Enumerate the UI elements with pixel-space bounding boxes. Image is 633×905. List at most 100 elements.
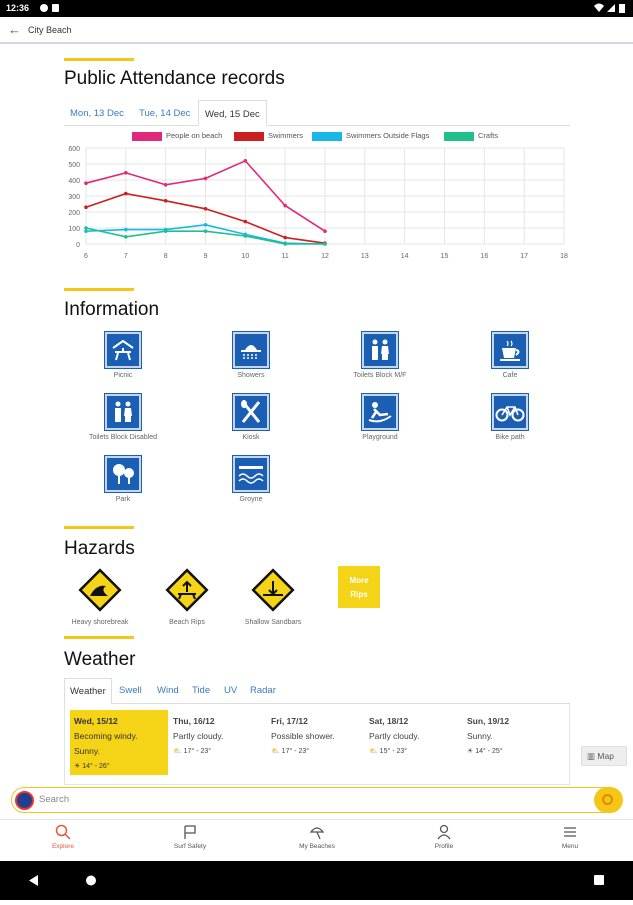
attendance-chart: 0 100 200 300 400 500 600 6 7 8 9 10 11 12 13 14 15 16 17 1… (68, 146, 568, 260)
info-item-toilets-disabled[interactable]: Toilets Block Disabled (68, 393, 178, 441)
day-desc: Sunny. (467, 731, 493, 741)
data-point (124, 171, 128, 175)
nav-label: Explore (51, 843, 75, 850)
more-rips-button[interactable]: More Rips (338, 566, 380, 608)
data-point (84, 205, 88, 209)
nav-label: Menu (561, 843, 579, 850)
nav-my-beaches[interactable]: My Beaches (262, 824, 372, 850)
info-item-groyne[interactable]: Groyne (196, 455, 306, 503)
partly-cloudy-icon: ⛅ (369, 748, 378, 755)
search-button[interactable] (594, 787, 622, 813)
nav-menu[interactable]: Menu (515, 824, 625, 850)
hazard-label: Heavy shorebreak (71, 619, 129, 626)
app-logo-icon (15, 791, 34, 810)
tab-date[interactable]: Mon, 13 Dec (70, 108, 124, 119)
legend-item[interactable]: People on beach (132, 131, 222, 141)
nav-surf-safety[interactable]: Surf Safety (135, 824, 245, 850)
data-point (84, 229, 88, 233)
scroll-content[interactable]: Public Attendance records Mon, 13 Dec Tu… (0, 44, 633, 785)
menu-icon (564, 827, 576, 837)
info-item-playground[interactable]: Playground (325, 393, 435, 441)
legend-label: Swimmers Outside Flags (346, 131, 430, 140)
info-label: Playground (362, 434, 398, 441)
tab-weather[interactable]: Weather (64, 678, 112, 704)
data-point (203, 229, 208, 233)
legend-swatch (312, 131, 342, 141)
info-label: Bike path (495, 434, 525, 441)
bike-icon (491, 393, 529, 431)
forecast-day[interactable]: Sat, 18/12 Partly cloudy. ⛅ 15° - 23° (365, 710, 463, 775)
data-point (283, 203, 287, 208)
tab-tide[interactable]: Tide (192, 685, 211, 696)
data-point (124, 191, 128, 196)
info-item-bike-path[interactable]: Bike path (455, 393, 565, 441)
home-icon[interactable] (86, 875, 96, 886)
x-tick-label: 15 (441, 253, 449, 260)
info-item-kiosk[interactable]: Kiosk (196, 393, 306, 441)
shower-icon (232, 331, 270, 369)
data-point (203, 176, 208, 181)
day-name: Thu, 16/12 (173, 716, 215, 726)
tab-date-active[interactable]: Wed, 15 Dec (198, 100, 267, 126)
search-icon (602, 794, 613, 805)
wifi-icon (594, 3, 604, 12)
data-point (84, 181, 88, 185)
bottom-navigation: Explore Surf Safety My Beaches Profile M… (0, 819, 633, 861)
forecast-day[interactable]: Thu, 16/12 Partly cloudy. ⛅ 17° - 23° (169, 710, 267, 775)
forecast-day[interactable]: Fri, 17/12 Possible shower. ⛅ 17° - 23° (267, 710, 365, 775)
tab-radar[interactable]: Radar (250, 685, 276, 696)
page-title: City Beach (28, 25, 72, 35)
x-tick-label: 8 (164, 253, 168, 260)
nav-profile[interactable]: Profile (389, 824, 499, 850)
weather-forecast: Wed, 15/12 Becoming windy. Sunny. ☀ 14° … (64, 704, 570, 785)
tab-wind[interactable]: Wind (157, 685, 179, 696)
legend-item[interactable]: Crafts (444, 131, 498, 141)
tab-uv[interactable]: UV (224, 685, 238, 696)
info-item-picnic[interactable]: Picnic (68, 331, 178, 379)
legend-swatch (132, 131, 162, 141)
forecast-day[interactable]: Sun, 19/12 Sunny. ☀ 14° - 25° (463, 710, 561, 775)
day-desc: Partly cloudy. (173, 731, 224, 741)
map-icon: ▥ (587, 751, 596, 761)
data-point (283, 235, 287, 240)
back-arrow-icon[interactable]: ← (8, 22, 21, 37)
hazard-item-sandbars[interactable]: Shallow Sandbars (228, 568, 318, 626)
legend-item[interactable]: Swimmers (234, 131, 303, 141)
toilets-disabled-icon (104, 393, 142, 431)
hazards-heading: Hazards (64, 538, 135, 559)
data-point (243, 159, 248, 163)
info-label: Toilets Block Disabled (88, 434, 158, 441)
x-tick-label: 14 (401, 253, 409, 260)
tab-date[interactable]: Tue, 14 Dec (139, 108, 191, 119)
info-label: Toilets Block M/F (353, 372, 407, 379)
recents-icon[interactable] (594, 875, 604, 885)
system-navigation (0, 861, 633, 900)
kiosk-icon (232, 393, 270, 431)
search-input[interactable]: Search (39, 794, 70, 805)
data-point (124, 227, 128, 232)
hazard-item-shorebreak[interactable]: Heavy shorebreak (55, 568, 145, 626)
info-item-toilets[interactable]: Toilets Block M/F (325, 331, 435, 379)
y-tick-label: 400 (68, 178, 80, 185)
y-tick-label: 500 (68, 162, 80, 169)
info-item-showers[interactable]: Showers (196, 331, 306, 379)
back-triangle-icon[interactable] (29, 875, 38, 886)
info-item-park[interactable]: Park (68, 455, 178, 503)
data-point (84, 226, 88, 230)
forecast-day-today[interactable]: Wed, 15/12 Becoming windy. Sunny. ☀ 14° … (70, 710, 168, 775)
search-bar[interactable]: Search (11, 787, 623, 813)
nav-explore[interactable]: Explore (8, 824, 118, 850)
tab-swell[interactable]: Swell (119, 685, 142, 696)
information-heading: Information (64, 299, 160, 320)
person-icon (437, 824, 451, 840)
hazard-item-rips[interactable]: Beach Rips (142, 568, 232, 626)
legend-item[interactable]: Swimmers Outside Flags (312, 131, 429, 141)
partly-cloudy-icon: ⛅ (173, 748, 182, 755)
more-rips-label: Rips (350, 590, 368, 599)
nav-label: Surf Safety (173, 843, 207, 850)
windy-sun-icon: ☀ (74, 763, 81, 770)
x-tick-label: 7 (124, 253, 128, 260)
info-item-cafe[interactable]: Cafe (455, 331, 565, 379)
app-bar: ← City Beach (0, 17, 633, 44)
map-button[interactable]: ▥ Map (581, 746, 627, 766)
